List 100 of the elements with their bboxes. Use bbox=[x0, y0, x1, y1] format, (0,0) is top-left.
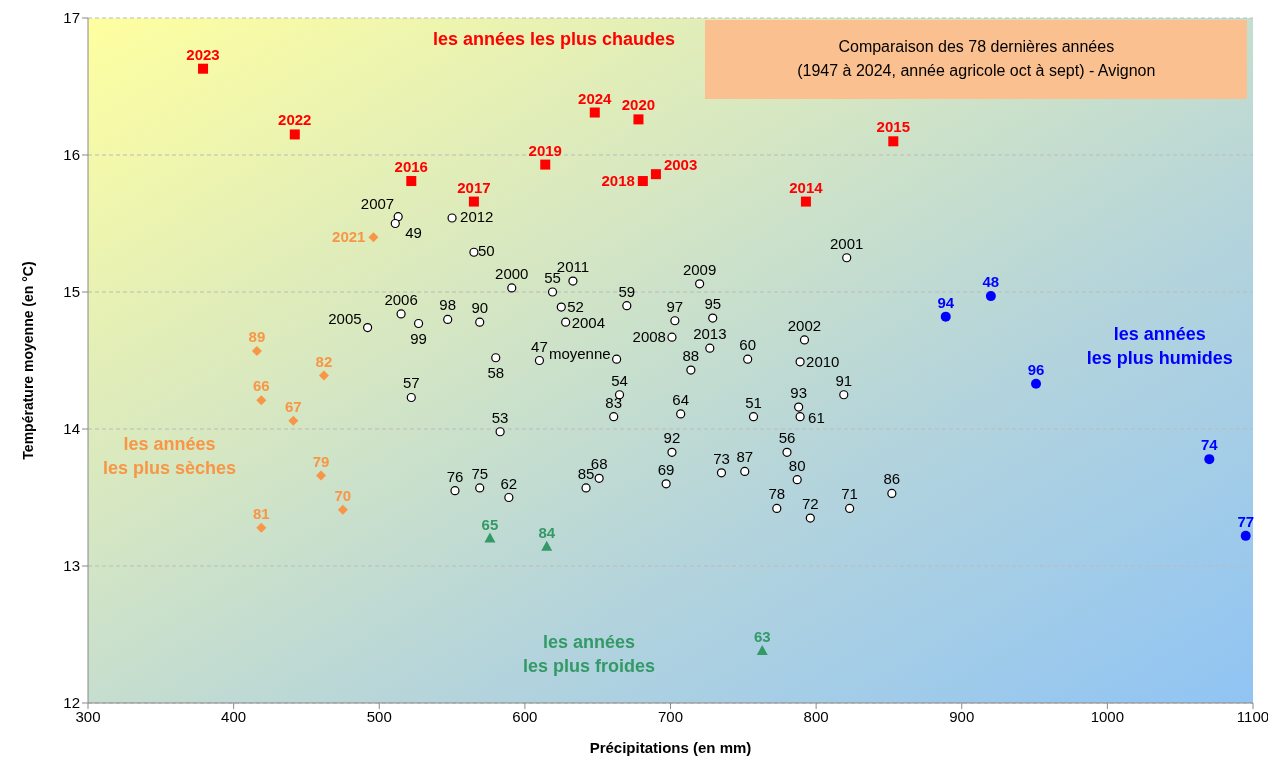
point bbox=[475, 483, 485, 493]
point bbox=[686, 365, 696, 375]
point bbox=[748, 412, 759, 422]
annotation: 2007 bbox=[360, 194, 395, 212]
point bbox=[475, 317, 485, 327]
point bbox=[799, 335, 810, 345]
point bbox=[695, 279, 705, 289]
point bbox=[1031, 378, 1042, 389]
annotation: 50 bbox=[477, 242, 495, 260]
annotation: 94 bbox=[937, 293, 955, 311]
point bbox=[318, 370, 329, 381]
y-axis-title: Température moyenne (en °C) bbox=[19, 261, 36, 460]
annotation: 89 bbox=[248, 327, 266, 345]
annotation: 2000 bbox=[495, 264, 529, 282]
annotation: 2015 bbox=[876, 118, 910, 136]
point bbox=[507, 283, 517, 293]
x-tick-label: 400 bbox=[221, 707, 247, 725]
point bbox=[667, 332, 677, 342]
point bbox=[450, 486, 460, 496]
text: les années les plus humides bbox=[1086, 323, 1233, 368]
point bbox=[406, 176, 417, 187]
annotation: 2008 bbox=[632, 328, 666, 346]
point bbox=[609, 412, 619, 422]
point bbox=[622, 301, 632, 311]
point bbox=[337, 504, 348, 515]
annotation: 47 bbox=[531, 337, 548, 355]
point bbox=[390, 218, 400, 229]
point bbox=[794, 402, 804, 412]
point bbox=[491, 353, 501, 363]
point bbox=[772, 503, 782, 514]
annotation: 56 bbox=[778, 429, 796, 447]
point bbox=[561, 317, 571, 327]
annotation: 2001 bbox=[830, 234, 864, 252]
text: les années les plus sèches bbox=[103, 433, 237, 478]
point bbox=[484, 532, 496, 543]
annotation: 72 bbox=[801, 495, 819, 513]
annotation: 49 bbox=[405, 223, 422, 241]
annotation: 52 bbox=[567, 298, 584, 316]
point bbox=[985, 291, 996, 302]
point bbox=[670, 316, 680, 326]
point bbox=[581, 483, 591, 493]
x-tick-label: 1100 bbox=[1236, 707, 1270, 725]
point bbox=[795, 412, 805, 422]
point bbox=[540, 159, 551, 170]
point bbox=[495, 427, 505, 437]
point bbox=[251, 345, 262, 356]
title-box: Comparaison des 78 dernières années (1947 à 2024, année agricole oct à sept) - Avignon bbox=[705, 20, 1248, 99]
annotation: 88 bbox=[682, 347, 700, 365]
annotation: 66 bbox=[252, 377, 270, 395]
point bbox=[839, 390, 849, 400]
annotation: 2002 bbox=[787, 316, 822, 334]
annotation: 2018 bbox=[601, 172, 635, 190]
x-tick-label: 1000 bbox=[1090, 707, 1125, 725]
point bbox=[795, 357, 805, 367]
point bbox=[667, 447, 677, 457]
annotation: 2024 bbox=[578, 89, 613, 107]
annotation: 2009 bbox=[682, 260, 717, 278]
annotation: 63 bbox=[753, 627, 771, 645]
annotation: 57 bbox=[402, 374, 420, 392]
point bbox=[792, 475, 802, 485]
annotation: 76 bbox=[446, 467, 464, 485]
point bbox=[716, 468, 727, 478]
annotation: 97 bbox=[666, 297, 684, 315]
point bbox=[363, 323, 373, 333]
point bbox=[534, 355, 545, 366]
annotation: 62 bbox=[500, 474, 518, 492]
annotation: 2022 bbox=[278, 111, 312, 129]
annotation: 91 bbox=[835, 371, 853, 389]
annotation: 90 bbox=[471, 299, 489, 317]
annotation: 59 bbox=[618, 282, 636, 300]
point bbox=[705, 343, 715, 353]
annotation: 54 bbox=[611, 371, 628, 389]
annotation: 65 bbox=[481, 515, 499, 533]
point bbox=[406, 392, 416, 403]
point bbox=[396, 309, 406, 319]
annotation: 69 bbox=[657, 460, 675, 478]
annotation: 92 bbox=[663, 429, 681, 447]
point bbox=[740, 466, 750, 477]
annotation: 80 bbox=[788, 456, 806, 474]
point bbox=[589, 107, 600, 118]
annotation: 51 bbox=[745, 393, 762, 411]
x-tick-label: 700 bbox=[657, 707, 684, 725]
annotation: 81 bbox=[252, 504, 270, 522]
point bbox=[845, 503, 855, 514]
annotation: 64 bbox=[672, 390, 690, 408]
point bbox=[1240, 530, 1251, 541]
point bbox=[650, 169, 661, 180]
point bbox=[368, 232, 379, 243]
point bbox=[887, 488, 897, 498]
point bbox=[1204, 454, 1215, 465]
annotation: 87 bbox=[736, 448, 754, 466]
point bbox=[468, 196, 479, 207]
y-tick-label: 17 bbox=[63, 9, 80, 27]
annotation: 82 bbox=[315, 352, 333, 370]
annotation: 95 bbox=[704, 295, 722, 313]
point bbox=[940, 311, 951, 322]
x-tick-label: 600 bbox=[512, 707, 538, 725]
text: les années les plus chaudes bbox=[432, 29, 676, 50]
annotation: 83 bbox=[605, 393, 623, 411]
annotation: 2006 bbox=[384, 290, 418, 308]
